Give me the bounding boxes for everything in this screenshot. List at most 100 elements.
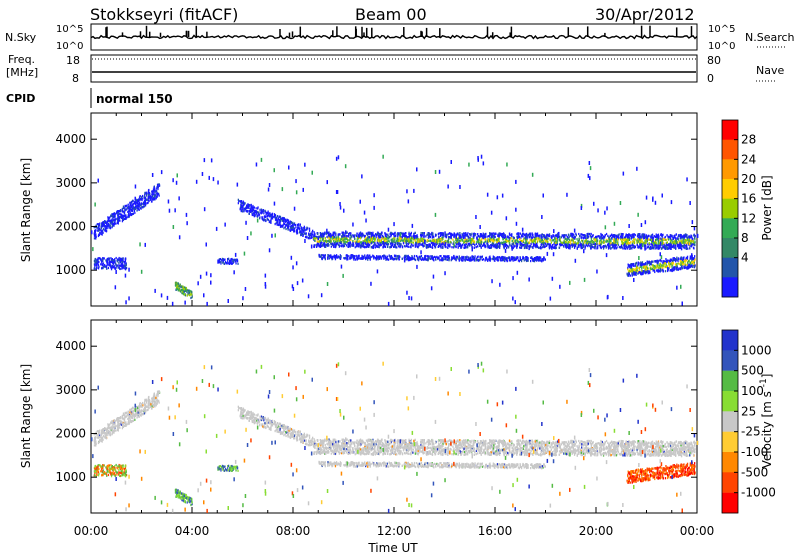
power-cell bbox=[141, 206, 143, 209]
power-cell bbox=[694, 236, 696, 239]
power-cell bbox=[358, 232, 360, 235]
power-cell bbox=[509, 237, 511, 240]
power-cell bbox=[314, 237, 317, 240]
power-cell bbox=[685, 245, 688, 248]
power-cell bbox=[253, 209, 255, 213]
power-cell bbox=[240, 207, 242, 210]
power-cell bbox=[101, 262, 103, 265]
power-cell bbox=[256, 214, 258, 217]
nsky-label: N.Sky bbox=[5, 31, 37, 44]
power-cell bbox=[463, 244, 466, 247]
power-cell bbox=[419, 243, 421, 246]
power-cell bbox=[640, 236, 642, 239]
power-cell bbox=[188, 293, 190, 296]
power-cell bbox=[484, 235, 486, 238]
power-cell bbox=[369, 240, 371, 243]
power-cell bbox=[279, 223, 281, 226]
power-cell bbox=[292, 221, 294, 224]
power-cell bbox=[550, 241, 552, 244]
power-cell bbox=[487, 235, 490, 238]
power-cell bbox=[596, 247, 598, 250]
power-cell bbox=[115, 264, 118, 267]
power-cell bbox=[141, 199, 143, 202]
power-cell bbox=[143, 202, 145, 205]
power-cell bbox=[125, 208, 127, 211]
power-cell bbox=[458, 244, 461, 247]
power-cell bbox=[123, 210, 125, 214]
power-cell bbox=[147, 201, 149, 204]
power-cell bbox=[217, 261, 219, 264]
power-cell bbox=[459, 234, 461, 237]
power-cell bbox=[116, 264, 118, 267]
power-cell bbox=[410, 243, 413, 246]
power-cell bbox=[181, 290, 184, 293]
power-cell bbox=[185, 286, 187, 290]
power-cell bbox=[296, 229, 298, 232]
power-cell bbox=[414, 245, 417, 248]
power-cell bbox=[531, 233, 533, 236]
nave-label: Nave bbox=[756, 64, 784, 77]
power-cell bbox=[151, 196, 153, 199]
power-cell bbox=[111, 215, 113, 218]
power-cell bbox=[176, 287, 179, 290]
nsearch-label: N.Search bbox=[745, 31, 795, 44]
power-cell bbox=[271, 212, 274, 215]
power-cell bbox=[121, 265, 123, 268]
power-cell bbox=[176, 284, 178, 288]
power-cell bbox=[189, 289, 191, 293]
power-cell bbox=[558, 246, 560, 249]
power-cell bbox=[588, 232, 591, 236]
power-cell bbox=[665, 238, 667, 242]
power-cell bbox=[381, 231, 383, 234]
power-cell bbox=[669, 237, 672, 240]
power-cell bbox=[661, 244, 663, 247]
power-cell bbox=[140, 207, 142, 210]
power-cell bbox=[624, 242, 626, 245]
power-cell bbox=[298, 223, 300, 226]
power-cell bbox=[410, 233, 412, 236]
power-cell bbox=[292, 228, 294, 231]
power-panel bbox=[90, 112, 698, 307]
power-cell bbox=[540, 243, 542, 246]
power-cell bbox=[575, 232, 577, 235]
power-cell bbox=[97, 229, 99, 232]
power-cell bbox=[674, 236, 676, 239]
power-cell bbox=[553, 241, 556, 244]
power-cell bbox=[617, 243, 619, 246]
power-cell bbox=[517, 232, 519, 235]
power-cell bbox=[616, 242, 618, 245]
power-cell bbox=[491, 242, 493, 245]
power-cell bbox=[258, 211, 260, 214]
power-cell bbox=[569, 240, 571, 243]
power-cell bbox=[460, 238, 462, 241]
power-cell bbox=[465, 246, 467, 249]
power-cell bbox=[418, 241, 420, 245]
power-cell bbox=[338, 239, 341, 243]
power-cell bbox=[399, 243, 401, 246]
power-cell bbox=[445, 233, 448, 236]
power-cell bbox=[397, 242, 399, 245]
power-cell bbox=[117, 218, 119, 221]
power-cell bbox=[308, 229, 311, 232]
power-cell bbox=[364, 240, 366, 243]
power-cell bbox=[579, 241, 581, 244]
power-cell bbox=[144, 191, 146, 194]
power-cell bbox=[600, 232, 602, 236]
power-cell bbox=[187, 289, 189, 292]
power-cell bbox=[120, 213, 122, 216]
nsearch-tick-bottom: 10^0 bbox=[708, 41, 735, 52]
power-cell bbox=[458, 236, 461, 239]
power-cell bbox=[179, 290, 182, 293]
power-cell bbox=[378, 243, 380, 246]
power-cell bbox=[576, 247, 578, 250]
power-cell bbox=[309, 232, 311, 235]
power-cell bbox=[153, 187, 155, 190]
power-cell bbox=[621, 233, 623, 236]
power-cell bbox=[480, 242, 482, 245]
power-cell bbox=[296, 232, 298, 235]
power-cell bbox=[572, 242, 574, 245]
power-cell bbox=[246, 206, 248, 209]
power-cell bbox=[491, 232, 493, 236]
power-cell bbox=[136, 209, 138, 212]
power-cell bbox=[583, 236, 586, 239]
